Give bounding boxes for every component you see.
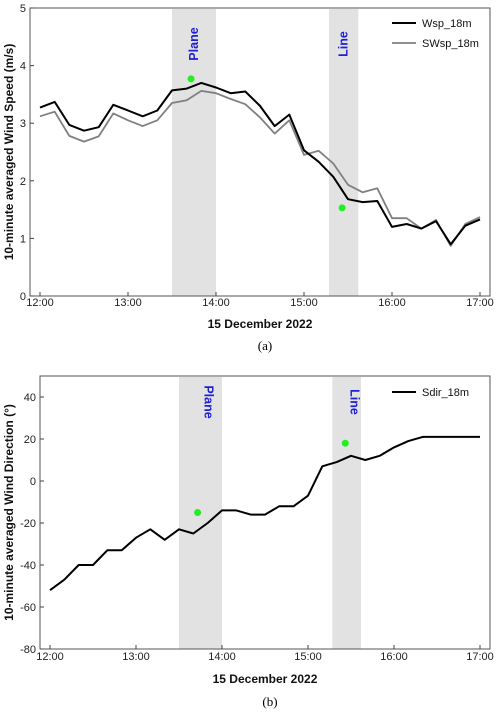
y-tick-label: 3 [20, 118, 26, 130]
marker-point [187, 75, 195, 83]
band-label-line: Line [337, 31, 351, 57]
legend-label: Sdir_18m [422, 387, 469, 399]
x-tick-label: 15:00 [290, 297, 318, 309]
x-tick-label: 12:00 [26, 297, 54, 309]
x-tick-label: 15:00 [294, 651, 322, 663]
chart-panel-2: Plane Line -80 -60 -40 -20 0 20 40 12:00 13:00 14:0… [2, 375, 494, 709]
x-tick-label: 13:00 [122, 651, 150, 663]
y-tick-label: 1 [20, 233, 26, 245]
marker-point [194, 509, 202, 516]
highlight-band-line [328, 9, 359, 296]
chart-panel-1: Plane Line 0 1 2 3 4 5 12:00 13:00 14:00 15:00 16:00… [2, 3, 494, 353]
x-tick-label: 14:00 [208, 651, 236, 663]
y-tick-label: 0 [30, 476, 36, 488]
legend-label: SWsp_18m [422, 38, 479, 50]
highlight-band-plane [172, 9, 216, 296]
series-line-sdir_18m [49, 435, 480, 592]
figure-caption: (b) [262, 694, 277, 709]
y-tick-label: -60 [20, 602, 36, 614]
legend-label: Wsp_18m [422, 18, 472, 30]
series-line-wsp_18m [39, 81, 481, 246]
x-tick-label: 17:00 [466, 297, 494, 309]
x-tick-label: 13:00 [114, 297, 142, 309]
x-tick-label: 14:00 [202, 297, 230, 309]
plot-frame [39, 375, 491, 650]
figure-caption: (a) [258, 338, 272, 353]
series-line-swsp_18m [39, 90, 481, 247]
y-tick-label: 0 [20, 291, 26, 303]
y-tick-label: -40 [20, 560, 36, 572]
y-tick-label: -20 [20, 518, 36, 530]
y-tick-label: 2 [20, 176, 26, 188]
x-tick-label: 16:00 [380, 651, 408, 663]
x-tick-label: 17:00 [466, 651, 494, 663]
band-label-plane: Plane [202, 385, 216, 418]
y-tick-label: 20 [24, 434, 36, 446]
band-label-line: Line [348, 389, 362, 415]
y-axis-label: 10-minute averaged Wind Speed (m/s) [2, 44, 16, 261]
y-tick-label: 5 [20, 3, 26, 15]
y-axis-label: 10-minute averaged Wind Direction (°) [2, 404, 16, 621]
x-axis-label: 15 December 2022 [213, 672, 318, 686]
y-tick-label: -80 [20, 644, 36, 656]
marker-point [338, 204, 346, 212]
y-tick-label: 40 [24, 392, 36, 404]
highlight-band-line [332, 377, 362, 649]
marker-point [341, 439, 349, 447]
plot-frame [29, 7, 491, 297]
y-tick-label: 4 [20, 61, 26, 73]
band-label-plane: Plane [187, 27, 201, 60]
x-tick-label: 16:00 [378, 297, 406, 309]
x-axis-label: 15 December 2022 [208, 317, 313, 331]
x-tick-label: 12:00 [36, 651, 64, 663]
